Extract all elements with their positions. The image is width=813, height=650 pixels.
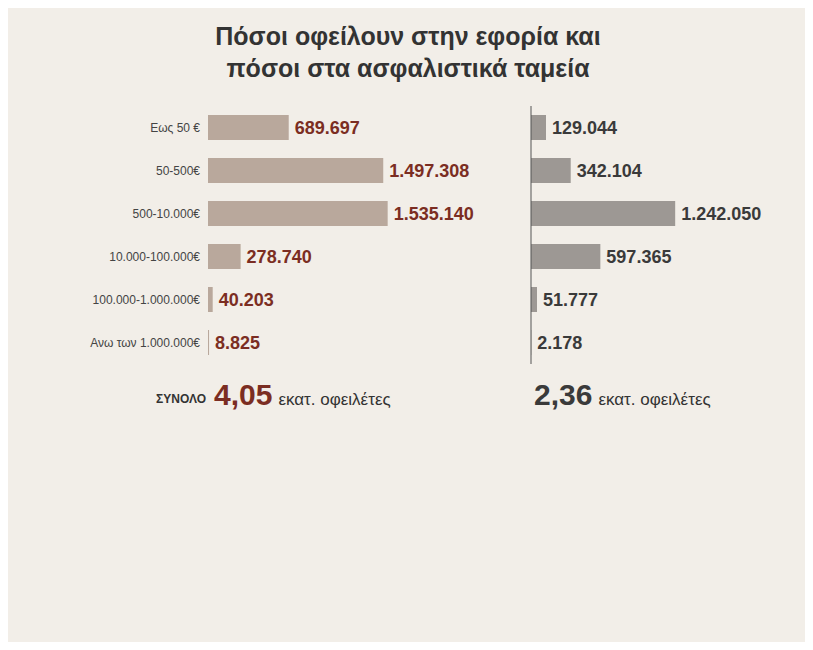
- svg-text:597.365: 597.365: [606, 247, 671, 267]
- svg-text:10.000-100.000€: 10.000-100.000€: [109, 250, 200, 264]
- svg-text:1.535.140: 1.535.140: [394, 204, 474, 224]
- svg-text:51.777: 51.777: [543, 290, 598, 310]
- svg-text:Εως 50 €: Εως 50 €: [150, 121, 200, 135]
- svg-text:2.178: 2.178: [537, 333, 582, 353]
- html-text:Πόσοι οφείλουν στην εφορία και: Πόσοι οφείλουν στην εφορία και πόσοι στα…: [215, 22, 601, 82]
- html-text:2,36 εκατ. οφειλέτες: 2,36 εκατ. οφειλέτες: [534, 378, 711, 411]
- html-text:4,05 εκατ. οφειλέτες: 4,05 εκατ. οφειλέτες: [214, 378, 391, 411]
- svg-text:8.825: 8.825: [215, 333, 260, 353]
- svg-text:500-10.000€: 500-10.000€: [133, 207, 201, 221]
- svg-text:Ανω των 1.000.000€: Ανω των 1.000.000€: [90, 336, 200, 350]
- svg-text:278.740: 278.740: [247, 247, 312, 267]
- svg-text:689.697: 689.697: [295, 118, 360, 138]
- html-text:ΣΥΝΟΛΟ: ΣΥΝΟΛΟ: [156, 392, 206, 406]
- svg-text:40.203: 40.203: [219, 290, 274, 310]
- svg-text:50-500€: 50-500€: [156, 164, 200, 178]
- svg-text:129.044: 129.044: [552, 118, 617, 138]
- svg-text:342.104: 342.104: [577, 161, 642, 181]
- svg-text:100.000-1.000.000€: 100.000-1.000.000€: [93, 293, 201, 307]
- svg-text:1.242.050: 1.242.050: [681, 204, 761, 224]
- svg-text:1.497.308: 1.497.308: [389, 161, 469, 181]
